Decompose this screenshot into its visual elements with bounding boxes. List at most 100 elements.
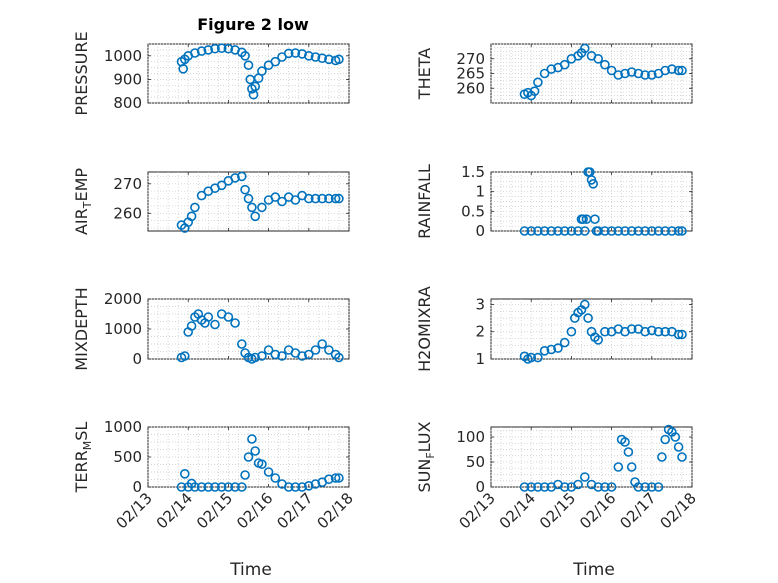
data-point (660, 65, 671, 76)
data-point (606, 65, 617, 76)
data-point (297, 49, 307, 59)
data-point (310, 479, 321, 489)
y-tick-label: 1 (475, 350, 485, 368)
data-point (660, 326, 671, 337)
data-point (653, 226, 664, 236)
data-point (539, 226, 550, 236)
data-point (670, 432, 681, 442)
data-point (203, 45, 214, 55)
data-point (250, 446, 260, 456)
data-point (646, 70, 657, 80)
data-point (263, 345, 274, 355)
data-point (559, 226, 570, 236)
data-point (216, 180, 227, 191)
data-point (673, 329, 684, 340)
data-point (190, 202, 200, 213)
data-point (303, 193, 314, 204)
data-point (334, 473, 344, 483)
data-point (677, 226, 687, 236)
data-point (519, 226, 530, 236)
data-point (230, 482, 240, 492)
y-axis-label: SUNFLUX (415, 421, 437, 492)
data-point (626, 226, 637, 236)
data-point (640, 326, 650, 337)
series-terr-msl (176, 434, 344, 492)
data-point (180, 468, 190, 479)
data-point (310, 193, 321, 204)
data-point (546, 344, 557, 355)
y-tick-label: 800 (113, 94, 142, 112)
y-axis-label: AIRTEMP (72, 168, 94, 235)
subplot-terr-msl: 0500100002/1302/1402/1502/1602/1702/18TE… (72, 418, 357, 532)
data-point (240, 184, 250, 195)
subplot-pressure: 800 900 1000 PRESSURE (72, 31, 350, 116)
series-pressure (176, 43, 344, 100)
subplot-sun-flux: 05010002/1302/1402/1502/1602/1702/18SUNF… (415, 421, 700, 532)
data-point (243, 193, 254, 204)
data-point (623, 447, 634, 457)
data-point (559, 59, 570, 70)
data-point (613, 226, 624, 236)
data-point (526, 482, 537, 492)
data-point (330, 193, 341, 204)
data-point (657, 452, 667, 462)
y-tick-label: 1000 (104, 320, 142, 338)
data-point (620, 68, 630, 79)
data-point (303, 349, 314, 360)
y-tick-label: 500 (113, 448, 142, 466)
data-point (270, 192, 281, 202)
data-point (600, 482, 610, 492)
data-point (303, 50, 314, 61)
data-point (283, 48, 294, 59)
data-point (588, 179, 599, 189)
data-point (677, 65, 687, 76)
data-point (593, 335, 604, 345)
data-point (283, 482, 294, 492)
data-point (317, 193, 328, 204)
data-point (677, 452, 687, 462)
y-tick-label: 1000 (104, 418, 142, 436)
data-point (600, 59, 610, 70)
data-point (310, 345, 321, 355)
data-point (539, 482, 550, 492)
y-tick-label: 0.5 (461, 202, 485, 220)
series-h2omixra (519, 299, 687, 364)
y-axis-label: THETA (415, 48, 434, 100)
data-point (223, 43, 234, 54)
data-point (573, 226, 583, 236)
data-point (526, 226, 537, 236)
data-point (667, 64, 677, 74)
data-point (176, 482, 187, 492)
data-point (626, 67, 637, 77)
data-point (660, 434, 671, 445)
data-point (579, 472, 590, 482)
data-point (240, 50, 250, 61)
series-theta (519, 43, 687, 101)
data-point (673, 226, 684, 236)
data-point (533, 482, 543, 492)
data-point (620, 437, 630, 447)
data-point (247, 434, 257, 444)
grid-lines (490, 171, 693, 232)
data-point (546, 226, 557, 236)
data-point (250, 211, 260, 222)
data-point (566, 326, 577, 337)
data-point (196, 482, 207, 492)
x-tick-label: 02/14 (496, 489, 539, 532)
data-point (334, 352, 344, 363)
data-point (606, 482, 617, 492)
y-tick-label: 1000 (104, 47, 142, 65)
data-point (620, 226, 630, 236)
data-point (270, 349, 281, 360)
data-point (223, 312, 234, 322)
subplot-h2omixra: 1 2 3 H2OMIXRA (415, 286, 693, 372)
data-point (593, 226, 604, 236)
data-point (263, 467, 274, 477)
data-point (324, 193, 334, 204)
data-point (190, 482, 200, 492)
y-tick-label: 270 (113, 175, 142, 193)
x-tick-label: 02/16 (576, 489, 619, 532)
